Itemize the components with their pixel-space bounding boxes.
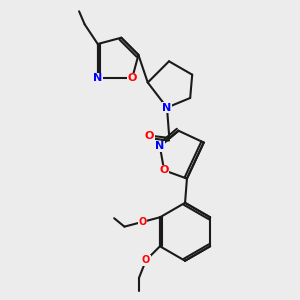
Text: O: O (138, 217, 146, 227)
Text: N: N (162, 103, 172, 112)
Text: O: O (159, 165, 169, 175)
Text: O: O (145, 130, 154, 141)
Text: N: N (93, 74, 102, 83)
Text: O: O (128, 74, 137, 83)
Text: N: N (155, 141, 164, 152)
Text: O: O (142, 255, 150, 265)
